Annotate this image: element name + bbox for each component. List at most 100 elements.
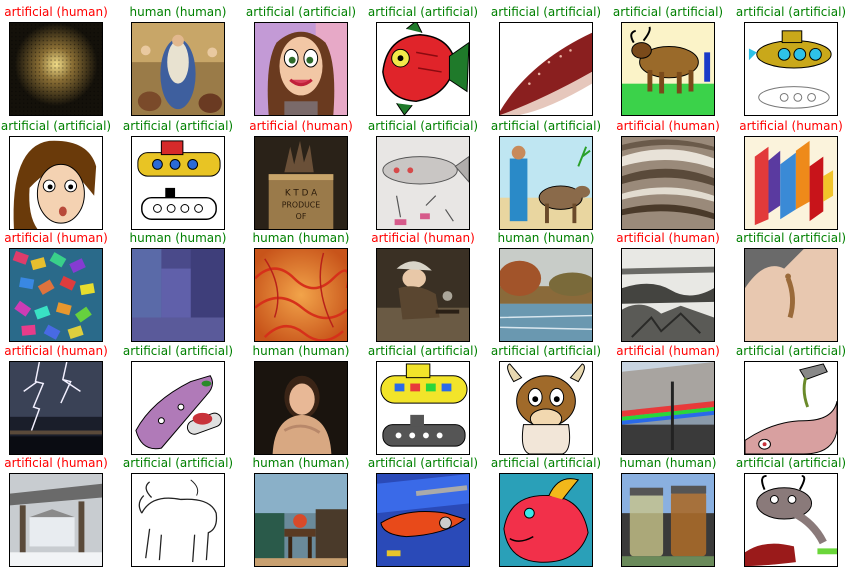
prediction-label: human (human) xyxy=(129,231,227,245)
colored-bars-image xyxy=(744,136,838,230)
grid-cell: human (human) xyxy=(240,456,362,569)
prediction-label: artificial (artificial) xyxy=(245,5,357,19)
prediction-label: human (human) xyxy=(619,456,717,470)
cartoon-girl-face-image xyxy=(9,136,103,230)
cartoon-buffalo-sausage-image xyxy=(744,473,838,567)
grid-cell: artificial (human) xyxy=(0,5,117,118)
man-portrait-painting-image xyxy=(376,248,470,342)
grid-cell: artificial (artificial) xyxy=(362,456,484,569)
cartoon-cow-image xyxy=(499,361,593,455)
prediction-label: artificial (artificial) xyxy=(490,456,602,470)
grid-cell: human (human) xyxy=(607,456,729,569)
fish-sketch-image xyxy=(376,136,470,230)
sausage-drawing-image xyxy=(744,361,838,455)
grid-cell: artificial (human) xyxy=(0,231,117,344)
yellow-submarine-drawing-image xyxy=(376,361,470,455)
prediction-label: human (human) xyxy=(129,5,227,19)
cartoon-red-fish-image xyxy=(376,22,470,116)
prediction-label: artificial (human) xyxy=(249,119,353,133)
ink-landscape-image xyxy=(621,248,715,342)
grid-cell: artificial (artificial) xyxy=(730,456,852,569)
prediction-label: artificial (artificial) xyxy=(122,119,234,133)
orange-texture-painting-image xyxy=(254,248,348,342)
hand-holding-shrimp-image xyxy=(744,248,838,342)
prediction-label: artificial (artificial) xyxy=(367,5,479,19)
grid-cell: artificial (artificial) xyxy=(485,119,607,232)
blue-abstract-painting-image xyxy=(131,248,225,342)
yellow-submarine-image xyxy=(744,22,838,116)
prediction-label: artificial (artificial) xyxy=(612,5,724,19)
grid-cell: human (human) xyxy=(117,5,239,118)
prediction-label: artificial (human) xyxy=(616,344,720,358)
prediction-label: artificial (artificial) xyxy=(735,456,847,470)
lake-landscape-painting-image xyxy=(499,248,593,342)
grid-cell: artificial (human) xyxy=(607,344,729,457)
prediction-label: artificial (human) xyxy=(4,231,108,245)
grid-cell: artificial (artificial) xyxy=(117,456,239,569)
cartoon-woman-image xyxy=(254,22,348,116)
prediction-label: artificial (human) xyxy=(4,344,108,358)
lightning-storm-image xyxy=(9,361,103,455)
grid-cell: artificial (human) xyxy=(607,119,729,232)
prediction-label: artificial (human) xyxy=(739,119,843,133)
purple-fish-sketch-image xyxy=(131,361,225,455)
prediction-label: human (human) xyxy=(252,231,350,245)
snowy-temple-image xyxy=(9,473,103,567)
grid-cell: human (human) xyxy=(117,231,239,344)
svg-text:PRODUCE: PRODUCE xyxy=(282,200,320,209)
prediction-label: artificial (human) xyxy=(616,231,720,245)
grid-cell: artificial (artificial) xyxy=(730,231,852,344)
cartoon-pink-fish-image xyxy=(499,473,593,567)
grid-cell: artificial (artificial) xyxy=(362,5,484,118)
interior-still-life-painting-image xyxy=(254,473,348,567)
svg-text:OF: OF xyxy=(296,212,307,221)
prediction-label: artificial (artificial) xyxy=(735,5,847,19)
submarine-sketch-image xyxy=(131,136,225,230)
grid-cell: artificial (artificial) xyxy=(730,344,852,457)
pickle-jars-image xyxy=(621,473,715,567)
rice-terraces-image xyxy=(621,136,715,230)
grid-cell: human (human) xyxy=(240,231,362,344)
fish-painting-image xyxy=(376,473,470,567)
svg-text:K T D A: K T D A xyxy=(285,189,317,199)
cartoon-buffalo-image xyxy=(621,22,715,116)
grid-cell: artificial (artificial) xyxy=(117,344,239,457)
grid-cell: artificial (human) xyxy=(0,344,117,457)
prediction-label: artificial (artificial) xyxy=(0,119,112,133)
mosaic-painting-image xyxy=(9,248,103,342)
grid-cell: artificial (human) xyxy=(0,456,117,569)
grid-cell: human (human) xyxy=(485,231,607,344)
grid-cell: artificial (artificial) xyxy=(485,344,607,457)
grid-cell: artificial (human) K T D A PRODUCE OF xyxy=(240,119,362,232)
prediction-label: artificial (artificial) xyxy=(122,456,234,470)
prediction-label: artificial (artificial) xyxy=(490,344,602,358)
prediction-label: artificial (artificial) xyxy=(735,231,847,245)
prediction-label: human (human) xyxy=(252,344,350,358)
grid-cell: artificial (human) xyxy=(362,231,484,344)
grid-cell: artificial (artificial) xyxy=(0,119,117,232)
grid-cell: artificial (artificial) xyxy=(485,456,607,569)
sculpture-box-image: K T D A PRODUCE OF xyxy=(254,136,348,230)
grid-cell: artificial (human) xyxy=(607,231,729,344)
grid-cell: artificial (artificial) xyxy=(607,5,729,118)
prediction-label: artificial (human) xyxy=(371,231,475,245)
prediction-label: artificial (human) xyxy=(616,119,720,133)
grid-cell: artificial (artificial) xyxy=(362,119,484,232)
prediction-label: artificial (artificial) xyxy=(735,344,847,358)
grid-cell: artificial (artificial) xyxy=(362,344,484,457)
grid-cell: artificial (human) xyxy=(730,119,852,232)
sausage-closeup-image xyxy=(499,22,593,116)
rainbow-pavilion-image xyxy=(621,361,715,455)
prediction-label: human (human) xyxy=(497,231,595,245)
prediction-label: artificial (artificial) xyxy=(367,344,479,358)
renaissance-portrait-image xyxy=(254,361,348,455)
prediction-label: human (human) xyxy=(252,456,350,470)
prediction-label: artificial (human) xyxy=(4,456,108,470)
prediction-label: artificial (artificial) xyxy=(367,119,479,133)
grid-cell: artificial (artificial) xyxy=(730,5,852,118)
prediction-label: artificial (artificial) xyxy=(490,119,602,133)
glowing-dot-texture-image xyxy=(9,22,103,116)
buffalo-line-drawing-image xyxy=(131,473,225,567)
prediction-label: artificial (artificial) xyxy=(122,344,234,358)
